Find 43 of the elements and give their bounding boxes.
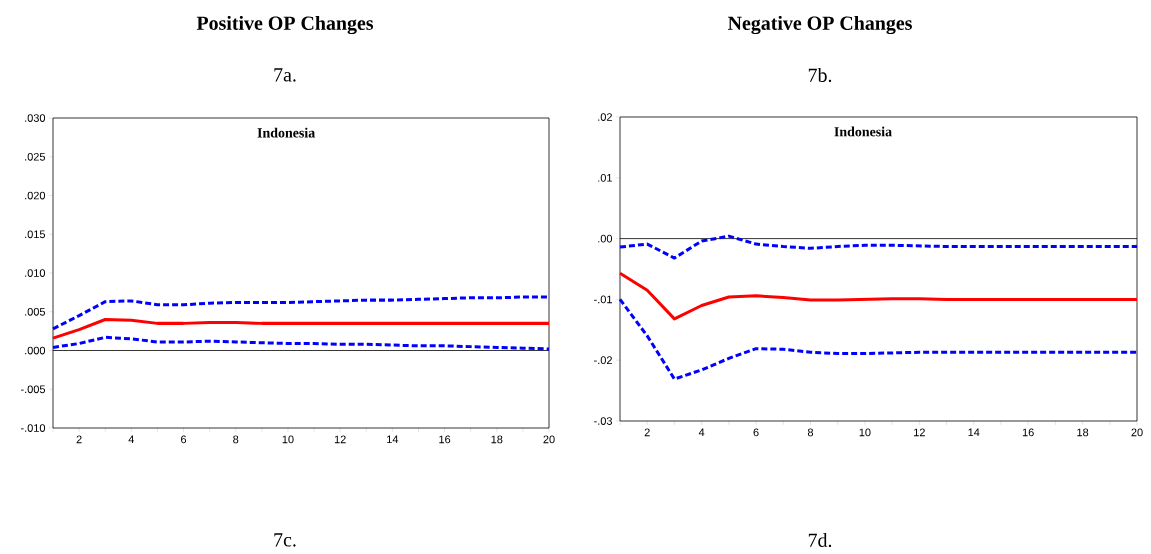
y-tick-label: .02 xyxy=(598,113,612,121)
x-tick-label: 2 xyxy=(76,435,82,444)
x-tick-label: 8 xyxy=(807,428,814,437)
chart-title: Negative OP Changes xyxy=(727,15,912,35)
x-tick-label: 12 xyxy=(334,435,346,444)
y-tick-label: -.005 xyxy=(20,385,46,394)
y-tick-label: .000 xyxy=(25,346,46,355)
x-tick-label: 16 xyxy=(439,435,451,444)
y-tick-label: -.01 xyxy=(594,295,612,304)
x-tick-label: 10 xyxy=(859,428,871,437)
x-tick-label: 14 xyxy=(968,428,980,437)
x-tick-label: 4 xyxy=(698,428,705,437)
x-tick-label: 4 xyxy=(128,435,135,444)
x-tick-label: 2 xyxy=(644,428,650,437)
y-tick-label: .005 xyxy=(25,307,46,316)
y-tick-label: .00 xyxy=(598,234,613,243)
x-tick-label: 6 xyxy=(181,435,187,444)
x-tick-label: 20 xyxy=(1131,428,1143,437)
x-tick-label: 12 xyxy=(914,428,925,437)
y-tick-label: -.02 xyxy=(594,356,612,365)
y-tick-label: -.010 xyxy=(20,424,46,432)
x-tick-label: 18 xyxy=(1077,428,1089,437)
y-tick-label: .030 xyxy=(25,114,46,122)
y-tick-label: .010 xyxy=(25,269,46,277)
x-tick-label: 18 xyxy=(491,435,503,444)
x-tick-label: 6 xyxy=(753,428,759,437)
y-tick-label: .025 xyxy=(25,152,46,161)
text: 7c. xyxy=(274,533,296,547)
y-tick-label: -.03 xyxy=(594,417,612,425)
annotation: Indonesia xyxy=(834,126,892,137)
chart-subtitle: 7b. xyxy=(808,67,832,83)
y-tick-label: .01 xyxy=(598,173,612,182)
text: 7d. xyxy=(808,532,832,548)
x-tick-label: 20 xyxy=(543,435,555,444)
x-tick-label: 16 xyxy=(1022,428,1034,437)
annotation: Indonesia xyxy=(257,127,315,138)
chart-subtitle: 7a. xyxy=(274,68,296,82)
chart-title: Positive OP Changes xyxy=(196,15,374,35)
y-tick-label: .020 xyxy=(25,191,46,200)
y-tick-label: .015 xyxy=(25,230,46,239)
x-tick-label: 14 xyxy=(387,435,399,444)
x-tick-label: 8 xyxy=(233,435,239,444)
x-tick-label: 10 xyxy=(282,435,294,444)
